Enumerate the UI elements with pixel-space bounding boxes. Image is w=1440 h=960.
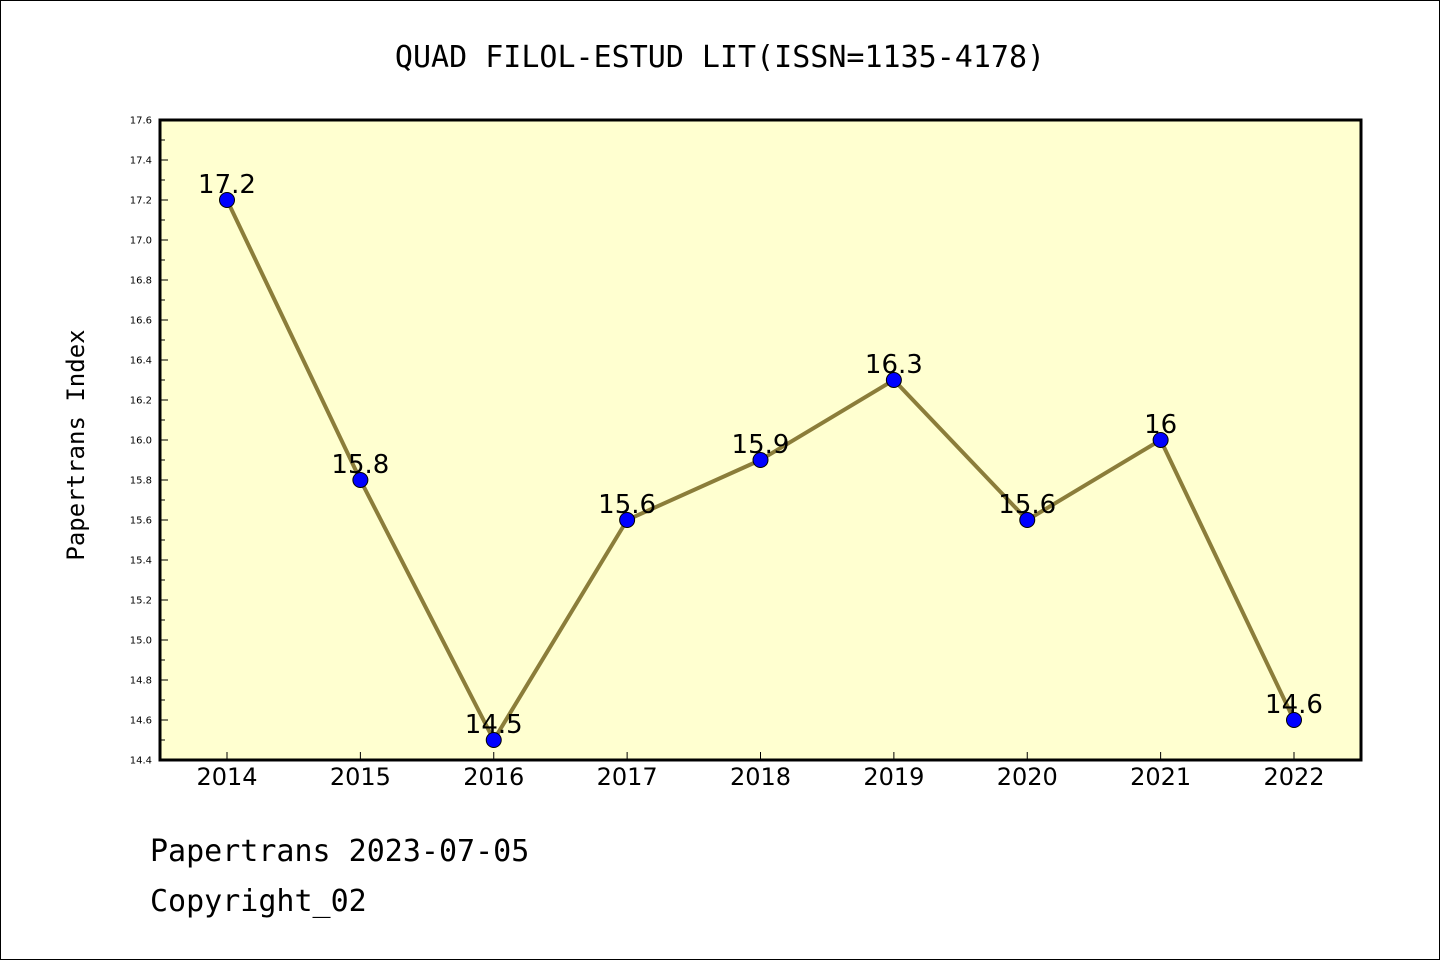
y-tick-label: 15.2 xyxy=(130,596,152,607)
x-tick-label: 2018 xyxy=(730,763,791,791)
data-point xyxy=(1019,512,1036,528)
y-tick-label: 16.4 xyxy=(130,356,152,367)
y-tick-label: 16.8 xyxy=(130,276,152,287)
data-point xyxy=(1152,432,1169,448)
data-point xyxy=(485,732,502,748)
data-label: 17.2 xyxy=(198,170,256,200)
x-tick-label: 2022 xyxy=(1263,763,1324,791)
data-label: 14.6 xyxy=(1265,690,1323,720)
data-point xyxy=(619,512,636,528)
data-label: 15.8 xyxy=(331,450,389,480)
y-tick-label: 15.8 xyxy=(130,476,152,487)
data-point xyxy=(1286,712,1302,728)
y-tick-label: 15.4 xyxy=(130,556,152,567)
y-tick-label: 14.6 xyxy=(130,716,152,727)
y-tick-label: 16.0 xyxy=(130,436,152,447)
y-tick-label: 16.2 xyxy=(130,396,152,407)
x-tick-label: 2016 xyxy=(463,763,524,791)
chart-title: QUAD FILOL-ESTUD LIT(ISSN=1135-4178) xyxy=(395,40,1045,75)
y-tick-label: 14.8 xyxy=(130,676,152,687)
y-tick-label: 15.0 xyxy=(130,636,152,647)
y-axis: 14.4 14.6 14.8 15.0 15.2 15.4 15.6 15.8 16.0 16.2… xyxy=(130,116,168,767)
data-point xyxy=(752,452,769,468)
data-point xyxy=(352,472,369,488)
series-group: 17.2 15.8 14.5 15.6 15.9 16.3 15.6 16 14.6 xyxy=(198,170,1323,748)
data-label: 16 xyxy=(1144,410,1177,440)
x-tick-label: 2020 xyxy=(997,763,1058,791)
data-label: 14.5 xyxy=(465,710,523,740)
x-axis: 2014 2015 2016 2017 2018 2019 2020 2021 2022 xyxy=(196,752,1325,791)
data-label: 15.6 xyxy=(598,490,656,520)
y-axis-label: Papertrans Index xyxy=(62,329,90,560)
y-tick-label: 17.0 xyxy=(130,236,152,247)
x-tick-label: 2015 xyxy=(330,763,391,791)
x-tick-label: 2017 xyxy=(597,763,658,791)
footer-copyright: Copyright_02 xyxy=(150,884,367,919)
x-tick-label: 2019 xyxy=(863,763,924,791)
data-label: 15.6 xyxy=(998,490,1056,520)
data-label: 15.9 xyxy=(732,430,790,460)
y-tick-label: 17.2 xyxy=(130,196,152,207)
data-point xyxy=(219,192,235,208)
y-tick-label: 15.6 xyxy=(130,516,152,527)
x-tick-label: 2021 xyxy=(1130,763,1191,791)
x-tick-label: 2014 xyxy=(196,763,257,791)
data-point xyxy=(885,372,902,388)
y-tick-label: 16.6 xyxy=(130,316,152,327)
footer-date: Papertrans 2023-07-05 xyxy=(150,834,530,869)
y-tick-label: 14.4 xyxy=(130,756,152,767)
y-tick-label: 17.4 xyxy=(130,156,152,167)
data-label: 16.3 xyxy=(865,350,923,380)
y-tick-label: 17.6 xyxy=(130,116,152,127)
